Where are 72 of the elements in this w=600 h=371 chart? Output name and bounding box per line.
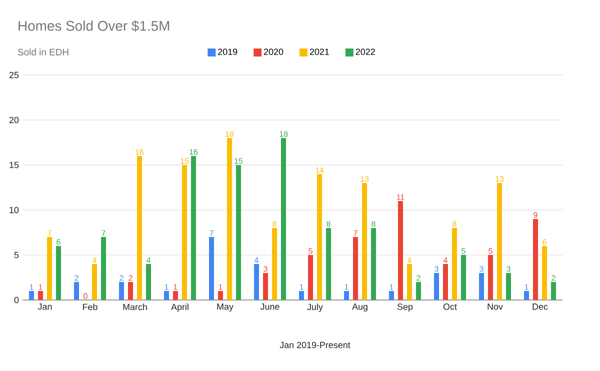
bar	[119, 282, 124, 300]
bar	[164, 291, 170, 300]
bar	[218, 291, 224, 300]
bar	[182, 165, 188, 300]
bar	[272, 228, 278, 300]
y-tick-label: 20	[9, 116, 19, 124]
bar	[389, 291, 394, 300]
x-tick-label: April	[171, 304, 188, 312]
bar	[56, 246, 62, 300]
bar	[326, 228, 332, 300]
x-tick-label: May	[217, 304, 234, 312]
bar	[128, 282, 134, 300]
x-tick-label: July	[307, 304, 323, 312]
bar	[416, 282, 422, 300]
chart-title: Homes Sold Over $1.5M	[18, 20, 170, 32]
bar	[254, 264, 260, 300]
bar	[533, 219, 538, 300]
bar	[506, 273, 512, 300]
bar	[101, 237, 106, 300]
x-tick-label: June	[260, 304, 280, 310]
y-tick-label: 5	[14, 252, 19, 258]
bar	[488, 255, 494, 300]
bar	[461, 255, 466, 300]
bar	[74, 282, 80, 300]
y-tick-label: 10	[10, 206, 19, 214]
legend-label: 2020	[264, 48, 284, 55]
x-tick-label: March	[123, 304, 147, 310]
bar	[434, 273, 440, 300]
bar	[209, 237, 214, 300]
y-tick-label: 0	[14, 296, 19, 304]
y-tick-label: 15	[10, 162, 19, 168]
bar	[317, 174, 322, 300]
bar	[542, 246, 548, 300]
bar	[173, 291, 178, 300]
x-tick-label: Dec	[532, 304, 548, 310]
bar	[362, 183, 368, 300]
bar	[281, 138, 286, 300]
bar	[497, 183, 502, 300]
bar	[407, 264, 412, 300]
bar	[146, 264, 152, 300]
bar	[47, 237, 52, 300]
bar	[371, 228, 376, 300]
bar	[452, 228, 458, 300]
bar	[524, 291, 530, 300]
bar	[29, 291, 34, 300]
x-tick-label: Feb	[83, 304, 98, 310]
bar	[236, 165, 242, 300]
x-axis-title: Jan 2019-Present	[280, 342, 350, 348]
x-tick-label: Nov	[488, 304, 503, 310]
legend-label: 2022	[356, 48, 375, 55]
bar	[38, 291, 44, 300]
bar	[299, 291, 304, 300]
bar	[551, 282, 556, 300]
bar	[227, 138, 232, 300]
x-tick-label: Sep	[397, 304, 413, 312]
bar	[353, 237, 358, 300]
bar	[137, 156, 142, 300]
bar	[191, 156, 196, 300]
x-tick-label: Aug	[352, 304, 368, 312]
bar	[344, 291, 350, 300]
y-tick-label: 25	[9, 72, 19, 78]
x-tick-label: Oct	[443, 304, 457, 310]
bar	[263, 273, 268, 300]
bar	[92, 264, 98, 300]
bar	[443, 264, 448, 300]
bar	[308, 255, 314, 300]
x-tick-label: Jan	[38, 304, 52, 310]
chart-subtitle: Sold in EDH	[18, 48, 68, 56]
bar	[398, 201, 404, 300]
legend-label: 2021	[310, 48, 329, 55]
legend-label: 2019	[218, 48, 238, 55]
bar	[479, 273, 484, 300]
